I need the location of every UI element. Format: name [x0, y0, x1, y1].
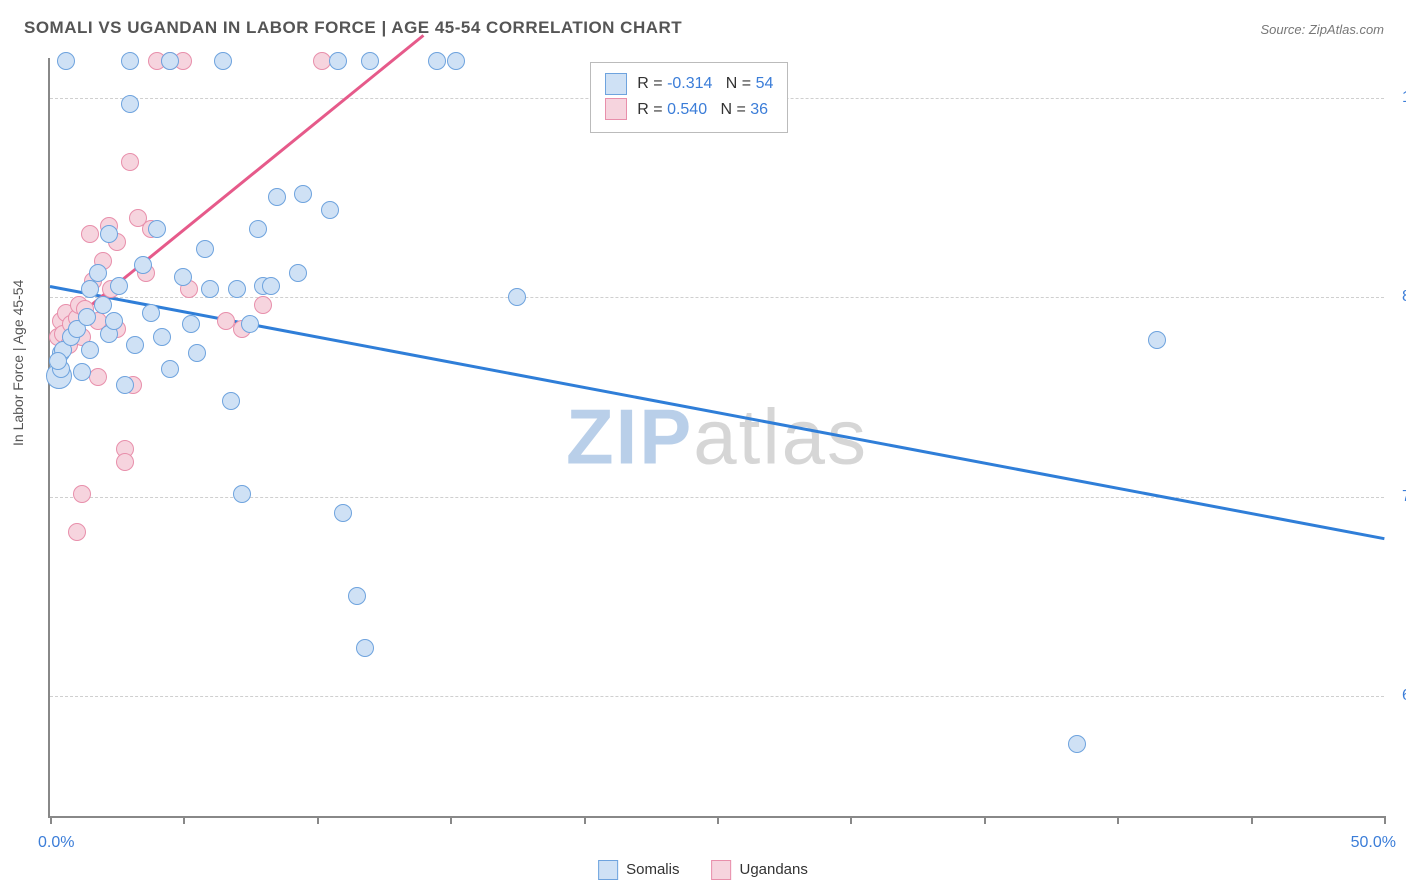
legend-label-ugandans: Ugandans [739, 861, 807, 878]
y-tick-label: 75.0% [1396, 488, 1406, 506]
x-tick [183, 816, 185, 824]
bottom-legend: Somalis Ugandans [598, 860, 808, 880]
data-point [73, 363, 91, 381]
legend-item-somalis: Somalis [598, 860, 679, 880]
data-point [233, 485, 251, 503]
x-tick [317, 816, 319, 824]
data-point [161, 52, 179, 70]
data-point [254, 296, 272, 314]
data-point [110, 277, 128, 295]
y-tick-label: 62.5% [1396, 687, 1406, 705]
x-tick [984, 816, 986, 824]
data-point [57, 52, 75, 70]
data-point [329, 52, 347, 70]
data-point [321, 201, 339, 219]
data-point [89, 264, 107, 282]
data-point [94, 296, 112, 314]
data-point [1068, 735, 1086, 753]
x-tick [50, 816, 52, 824]
watermark: ZIPatlas [566, 392, 868, 483]
data-point [49, 352, 67, 370]
x-tick [717, 816, 719, 824]
data-point [348, 587, 366, 605]
gridline [50, 297, 1384, 298]
data-point [241, 315, 259, 333]
data-point [262, 277, 280, 295]
stats-swatch [605, 98, 627, 120]
data-point [508, 288, 526, 306]
data-point [228, 280, 246, 298]
data-point [134, 256, 152, 274]
data-point [121, 52, 139, 70]
data-point [214, 52, 232, 70]
x-tick-label-min: 0.0% [38, 834, 74, 852]
x-tick [1251, 816, 1253, 824]
data-point [1148, 331, 1166, 349]
data-point [153, 328, 171, 346]
data-point [294, 185, 312, 203]
data-point [121, 95, 139, 113]
data-point [188, 344, 206, 362]
data-point [334, 504, 352, 522]
y-axis-title: In Labor Force | Age 45-54 [10, 280, 26, 446]
data-point [222, 392, 240, 410]
data-point [249, 220, 267, 238]
data-point [428, 52, 446, 70]
y-tick-label: 87.5% [1396, 288, 1406, 306]
data-point [78, 308, 96, 326]
data-point [105, 312, 123, 330]
data-point [142, 304, 160, 322]
data-point [289, 264, 307, 282]
data-point [81, 225, 99, 243]
data-point [126, 336, 144, 354]
legend-swatch-ugandans [711, 860, 731, 880]
data-point [100, 225, 118, 243]
data-point [161, 360, 179, 378]
data-point [447, 52, 465, 70]
x-tick-label-max: 50.0% [1351, 834, 1396, 852]
plot-area: ZIPatlas 100.0%87.5%75.0%62.5%0.0%50.0%R… [48, 58, 1384, 818]
x-tick [450, 816, 452, 824]
stats-text: R = 0.540 N = 36 [637, 97, 768, 123]
stats-legend: R = -0.314 N = 54R = 0.540 N = 36 [590, 62, 788, 133]
data-point [361, 52, 379, 70]
data-point [201, 280, 219, 298]
stats-row: R = -0.314 N = 54 [605, 71, 773, 97]
stats-row: R = 0.540 N = 36 [605, 97, 773, 123]
data-point [81, 341, 99, 359]
source-attribution: Source: ZipAtlas.com [1260, 22, 1384, 37]
data-point [196, 240, 214, 258]
data-point [81, 280, 99, 298]
stats-swatch [605, 73, 627, 95]
x-tick [584, 816, 586, 824]
chart-title: SOMALI VS UGANDAN IN LABOR FORCE | AGE 4… [24, 18, 682, 38]
data-point [116, 453, 134, 471]
data-point [116, 376, 134, 394]
x-tick [1117, 816, 1119, 824]
data-point [121, 153, 139, 171]
data-point [174, 268, 192, 286]
data-point [73, 485, 91, 503]
x-tick [1384, 816, 1386, 824]
data-point [148, 220, 166, 238]
stats-text: R = -0.314 N = 54 [637, 71, 773, 97]
y-tick-label: 100.0% [1396, 89, 1406, 107]
data-point [68, 523, 86, 541]
data-point [268, 188, 286, 206]
x-tick [850, 816, 852, 824]
legend-label-somalis: Somalis [626, 861, 679, 878]
data-point [89, 368, 107, 386]
data-point [356, 639, 374, 657]
gridline [50, 696, 1384, 697]
legend-item-ugandans: Ugandans [711, 860, 807, 880]
legend-swatch-somalis [598, 860, 618, 880]
data-point [182, 315, 200, 333]
